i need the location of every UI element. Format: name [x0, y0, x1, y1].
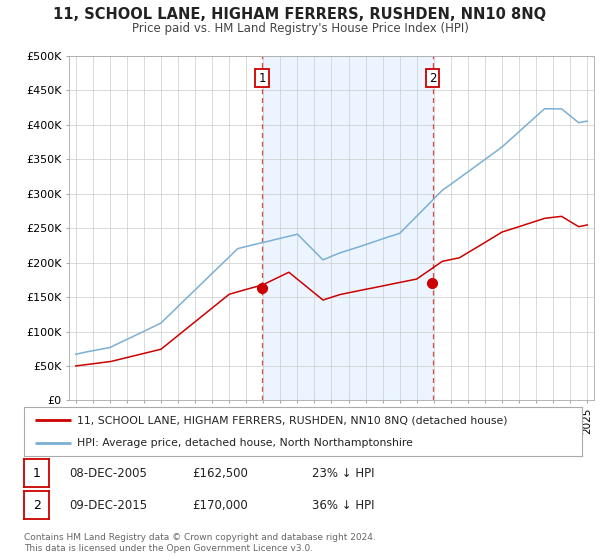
Text: £170,000: £170,000 — [192, 498, 248, 512]
Text: 11, SCHOOL LANE, HIGHAM FERRERS, RUSHDEN, NN10 8NQ (detached house): 11, SCHOOL LANE, HIGHAM FERRERS, RUSHDEN… — [77, 416, 508, 426]
Text: HPI: Average price, detached house, North Northamptonshire: HPI: Average price, detached house, Nort… — [77, 438, 413, 448]
Text: 11, SCHOOL LANE, HIGHAM FERRERS, RUSHDEN, NN10 8NQ: 11, SCHOOL LANE, HIGHAM FERRERS, RUSHDEN… — [53, 7, 547, 22]
Text: Price paid vs. HM Land Registry's House Price Index (HPI): Price paid vs. HM Land Registry's House … — [131, 22, 469, 35]
Text: 08-DEC-2005: 08-DEC-2005 — [69, 466, 147, 480]
Text: 1: 1 — [32, 466, 41, 480]
Text: 23% ↓ HPI: 23% ↓ HPI — [312, 466, 374, 480]
Text: 1: 1 — [259, 72, 266, 85]
Text: £162,500: £162,500 — [192, 466, 248, 480]
Text: 2: 2 — [429, 72, 436, 85]
Text: 09-DEC-2015: 09-DEC-2015 — [69, 498, 147, 512]
Text: Contains HM Land Registry data © Crown copyright and database right 2024.
This d: Contains HM Land Registry data © Crown c… — [24, 533, 376, 553]
Text: 36% ↓ HPI: 36% ↓ HPI — [312, 498, 374, 512]
Text: 2: 2 — [32, 498, 41, 512]
